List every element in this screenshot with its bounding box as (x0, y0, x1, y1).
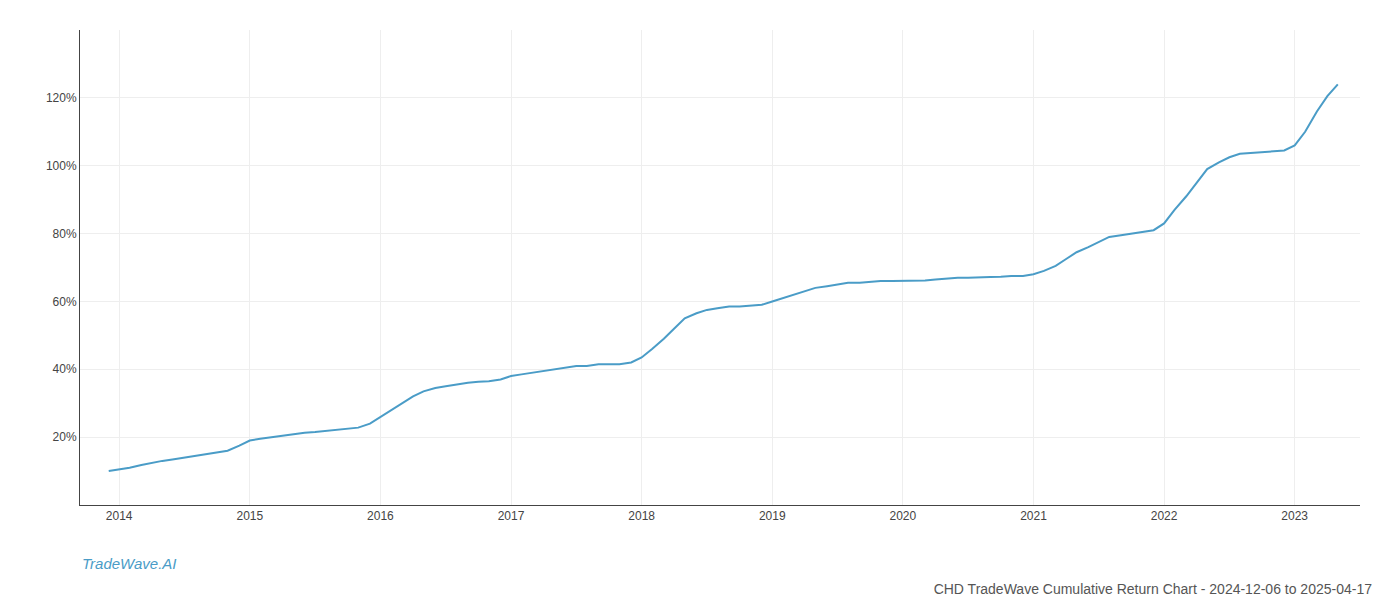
svg-text:2015: 2015 (236, 509, 263, 523)
svg-text:100%: 100% (46, 159, 77, 173)
svg-text:40%: 40% (53, 362, 77, 376)
svg-text:2019: 2019 (759, 509, 786, 523)
svg-text:TradeWave.AI: TradeWave.AI (82, 555, 176, 572)
svg-text:2020: 2020 (890, 509, 917, 523)
svg-text:2016: 2016 (367, 509, 394, 523)
svg-text:120%: 120% (46, 91, 77, 105)
svg-text:60%: 60% (53, 295, 77, 309)
svg-text:2018: 2018 (628, 509, 655, 523)
svg-text:80%: 80% (53, 227, 77, 241)
svg-text:2017: 2017 (498, 509, 525, 523)
svg-text:2014: 2014 (106, 509, 133, 523)
svg-text:CHD TradeWave Cumulative Retur: CHD TradeWave Cumulative Return Chart - … (934, 581, 1373, 597)
svg-text:20%: 20% (53, 430, 77, 444)
svg-text:2023: 2023 (1281, 509, 1308, 523)
svg-text:2022: 2022 (1151, 509, 1178, 523)
svg-text:2021: 2021 (1020, 509, 1047, 523)
